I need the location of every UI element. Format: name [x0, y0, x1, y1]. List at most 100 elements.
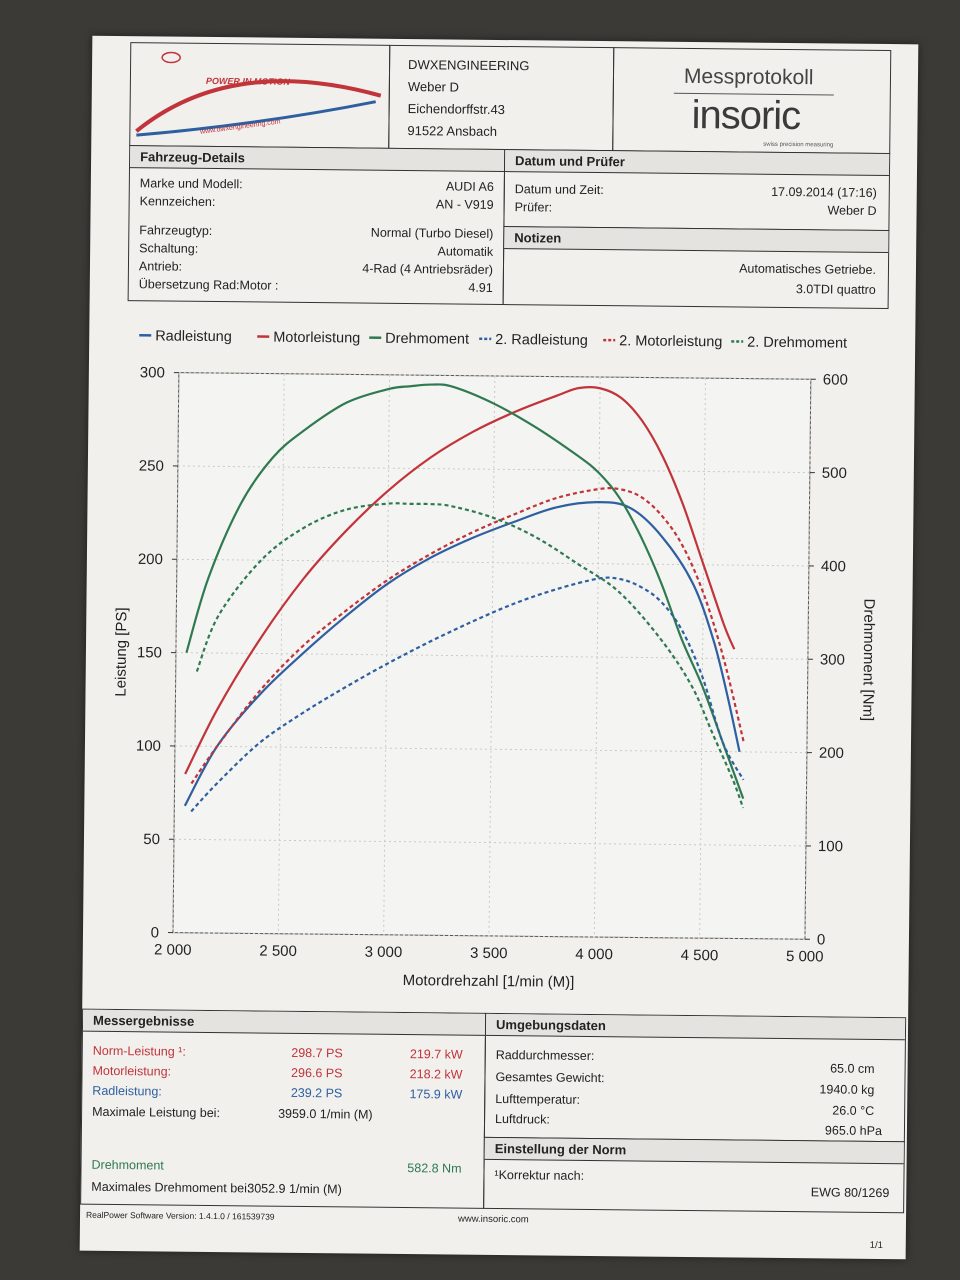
- logo-text: POWER IN MOTION: [206, 76, 291, 87]
- wheel-power-label: Radleistung:: [92, 1083, 162, 1099]
- y-tick-label-right: 100: [818, 838, 843, 855]
- y-tick-label-right: 300: [820, 651, 845, 668]
- dyno-chart: Radleistung Motorleistung Drehmoment 2. Rad…: [112, 328, 877, 991]
- y-tick-label-left: 50: [143, 831, 160, 848]
- env-value-weight: 1940.0 kg: [819, 1082, 875, 1097]
- notes-line-1: Automatisches Getriebe.: [739, 261, 877, 277]
- x-tick-label: 4 500: [681, 947, 719, 964]
- legend-label: Motorleistung: [273, 330, 360, 347]
- env-label-weight: Gesamtes Gewicht:: [495, 1069, 605, 1086]
- legend-label: Radleistung: [155, 328, 232, 345]
- vehicle-label-type: Fahrzeugtyp:: [139, 223, 213, 238]
- y-tick-label-left: 300: [140, 364, 165, 381]
- protocol-title: Messprotokoll: [683, 64, 814, 90]
- x-tick-label: 2 500: [259, 943, 297, 960]
- y-tick-label-left: 100: [136, 738, 161, 755]
- x-tick-label: 4 000: [575, 946, 613, 963]
- y-tick-label-right: 0: [817, 931, 826, 948]
- legend-label: 2. Motorleistung: [619, 333, 722, 350]
- chart-ticks: 2 000 2 500 3 000 3 500 4 000 4 500 5 00005010…: [136, 364, 848, 965]
- x-tick-label: 3 000: [365, 944, 403, 961]
- company-street: Eichendorffstr.43: [407, 101, 506, 118]
- wheel-power-kw: 175.9 kW: [409, 1087, 463, 1102]
- series-line-2-drehmoment: [195, 502, 745, 809]
- wheel-power-ps: 239.2 PS: [290, 1085, 343, 1101]
- brand-tagline: swiss precision measuring: [763, 141, 834, 149]
- datetime-label: Datum und Zeit:: [514, 182, 604, 198]
- vehicle-value-type: Normal (Turbo Diesel): [370, 225, 494, 241]
- torque-value: 582.8 Nm: [407, 1161, 462, 1176]
- vehicle-label-plate: Kennzeichen:: [139, 194, 216, 210]
- vehicle-label-model: Marke und Modell:: [139, 176, 243, 192]
- y-tick-label-right: 200: [819, 745, 844, 762]
- results-box: Messergebnisse Norm-Leistung ¹: 298.7 PS…: [80, 1008, 487, 1209]
- notes-title: Notizen: [504, 227, 889, 254]
- environment-title: Umgebungsdaten: [485, 1013, 906, 1041]
- series-line-2-motorleistung: [190, 487, 745, 785]
- env-value-wheel: 65.0 cm: [830, 1061, 875, 1076]
- y-axis-left-label: Leistung [PS]: [112, 607, 130, 696]
- date-examiner-title: Datum und Prüfer: [504, 150, 890, 177]
- env-value-temp: 26.0 °C: [832, 1103, 875, 1118]
- series-line-motorleistung: [184, 385, 736, 775]
- env-label-pressure: Luftdruck:: [494, 1111, 551, 1127]
- legend-label: Drehmoment: [385, 331, 469, 348]
- insoric-logo: insoric: [691, 92, 801, 139]
- norm-power-ps: 298.7 PS: [291, 1045, 343, 1061]
- norm-correction-label: ¹Korrektur nach:: [494, 1167, 585, 1183]
- vehicle-details-title: Fahrzeug-Details: [129, 146, 505, 173]
- grid-line-y: [172, 932, 805, 940]
- page-number: 1/1: [869, 1239, 884, 1252]
- grid-line-y: [174, 745, 807, 754]
- y-tick-label-left: 0: [151, 924, 160, 941]
- legend-label: 2. Drehmoment: [747, 335, 847, 352]
- vehicle-value-plate: AN - V919: [435, 197, 494, 212]
- notes-box: Notizen Automatisches Getriebe. 3.0TDI q…: [502, 226, 890, 310]
- company-contact: Weber D: [407, 79, 460, 95]
- y-axis-right-label: Drehmoment [Nm]: [859, 599, 877, 722]
- date-examiner-box: Datum und Prüfer Datum und Zeit: 17.09.2…: [503, 149, 891, 232]
- motor-power-kw: 218.2 kW: [409, 1067, 463, 1082]
- vehicle-details-box: Fahrzeug-Details Marke und Modell: AUDI …: [127, 145, 506, 306]
- max-power-value: 3959.0 1/min (M): [278, 1106, 373, 1122]
- vehicle-value-gearbox: Automatik: [437, 244, 494, 259]
- x-tick-label: 2 000: [154, 941, 192, 958]
- vehicle-value-model: AUDI A6: [445, 179, 494, 194]
- norm-power-kw: 219.7 kW: [409, 1047, 463, 1062]
- company-city: 91522 Ansbach: [407, 123, 498, 139]
- vehicle-label-ratio: Übersetzung Rad:Motor :: [138, 277, 279, 293]
- max-torque-value: 3052.9 1/min (M): [247, 1181, 342, 1197]
- chart-legend: Radleistung Motorleistung Drehmoment 2. Rad…: [139, 328, 847, 352]
- vehicle-label-drive: Antrieb:: [138, 259, 183, 274]
- y-tick-label-left: 150: [137, 644, 162, 661]
- grid-line-y: [173, 838, 806, 847]
- examiner-label: Prüfer:: [514, 200, 553, 215]
- logo-url: www.dwxengineering.com: [199, 118, 281, 136]
- legend-label: 2. Radleistung: [495, 332, 588, 349]
- torque-label: Drehmoment: [91, 1157, 164, 1173]
- y-tick-label-right: 500: [822, 465, 847, 482]
- x-axis-label: Motordrehzahl [1/min (M)]: [403, 972, 575, 991]
- company-name: DWXENGINEERING: [408, 57, 530, 74]
- norm-setting-title: Einstellung der Norm: [484, 1137, 904, 1165]
- results-title: Messergebnisse: [82, 1009, 486, 1036]
- company-address-box: DWXENGINEERING Weber D Eichendorffstr.43…: [388, 44, 615, 152]
- footer-url: www.insoric.com: [457, 1213, 529, 1226]
- env-label-wheel: Raddurchmesser:: [495, 1047, 595, 1064]
- chart-lines: [183, 383, 745, 813]
- header-logo-box: POWER IN MOTION www.dwxengineering.com: [129, 42, 391, 149]
- protocol-header-box: Messprotokoll insoric swiss precision me…: [612, 47, 892, 155]
- y-tick-label-left: 250: [139, 458, 164, 475]
- env-label-temp: Lufttemperatur:: [495, 1091, 581, 1107]
- notes-line-2: 3.0TDI quattro: [795, 282, 876, 297]
- grid-line-y: [178, 372, 811, 380]
- y-tick-label-right: 600: [823, 371, 848, 388]
- datetime-value: 17.09.2014 (17:16): [771, 184, 877, 200]
- y-tick-label-right: 400: [821, 558, 846, 575]
- series-line-2-radleistung: [190, 576, 745, 813]
- y-tick-label-left: 200: [138, 551, 163, 568]
- vehicle-value-drive: 4-Rad (4 Antriebsräder): [362, 261, 494, 277]
- environment-box: Umgebungsdaten Raddurchmesser: 65.0 cm G…: [483, 1012, 907, 1143]
- x-tick-label: 3 500: [470, 945, 508, 962]
- motor-power-ps: 296.6 PS: [291, 1065, 343, 1081]
